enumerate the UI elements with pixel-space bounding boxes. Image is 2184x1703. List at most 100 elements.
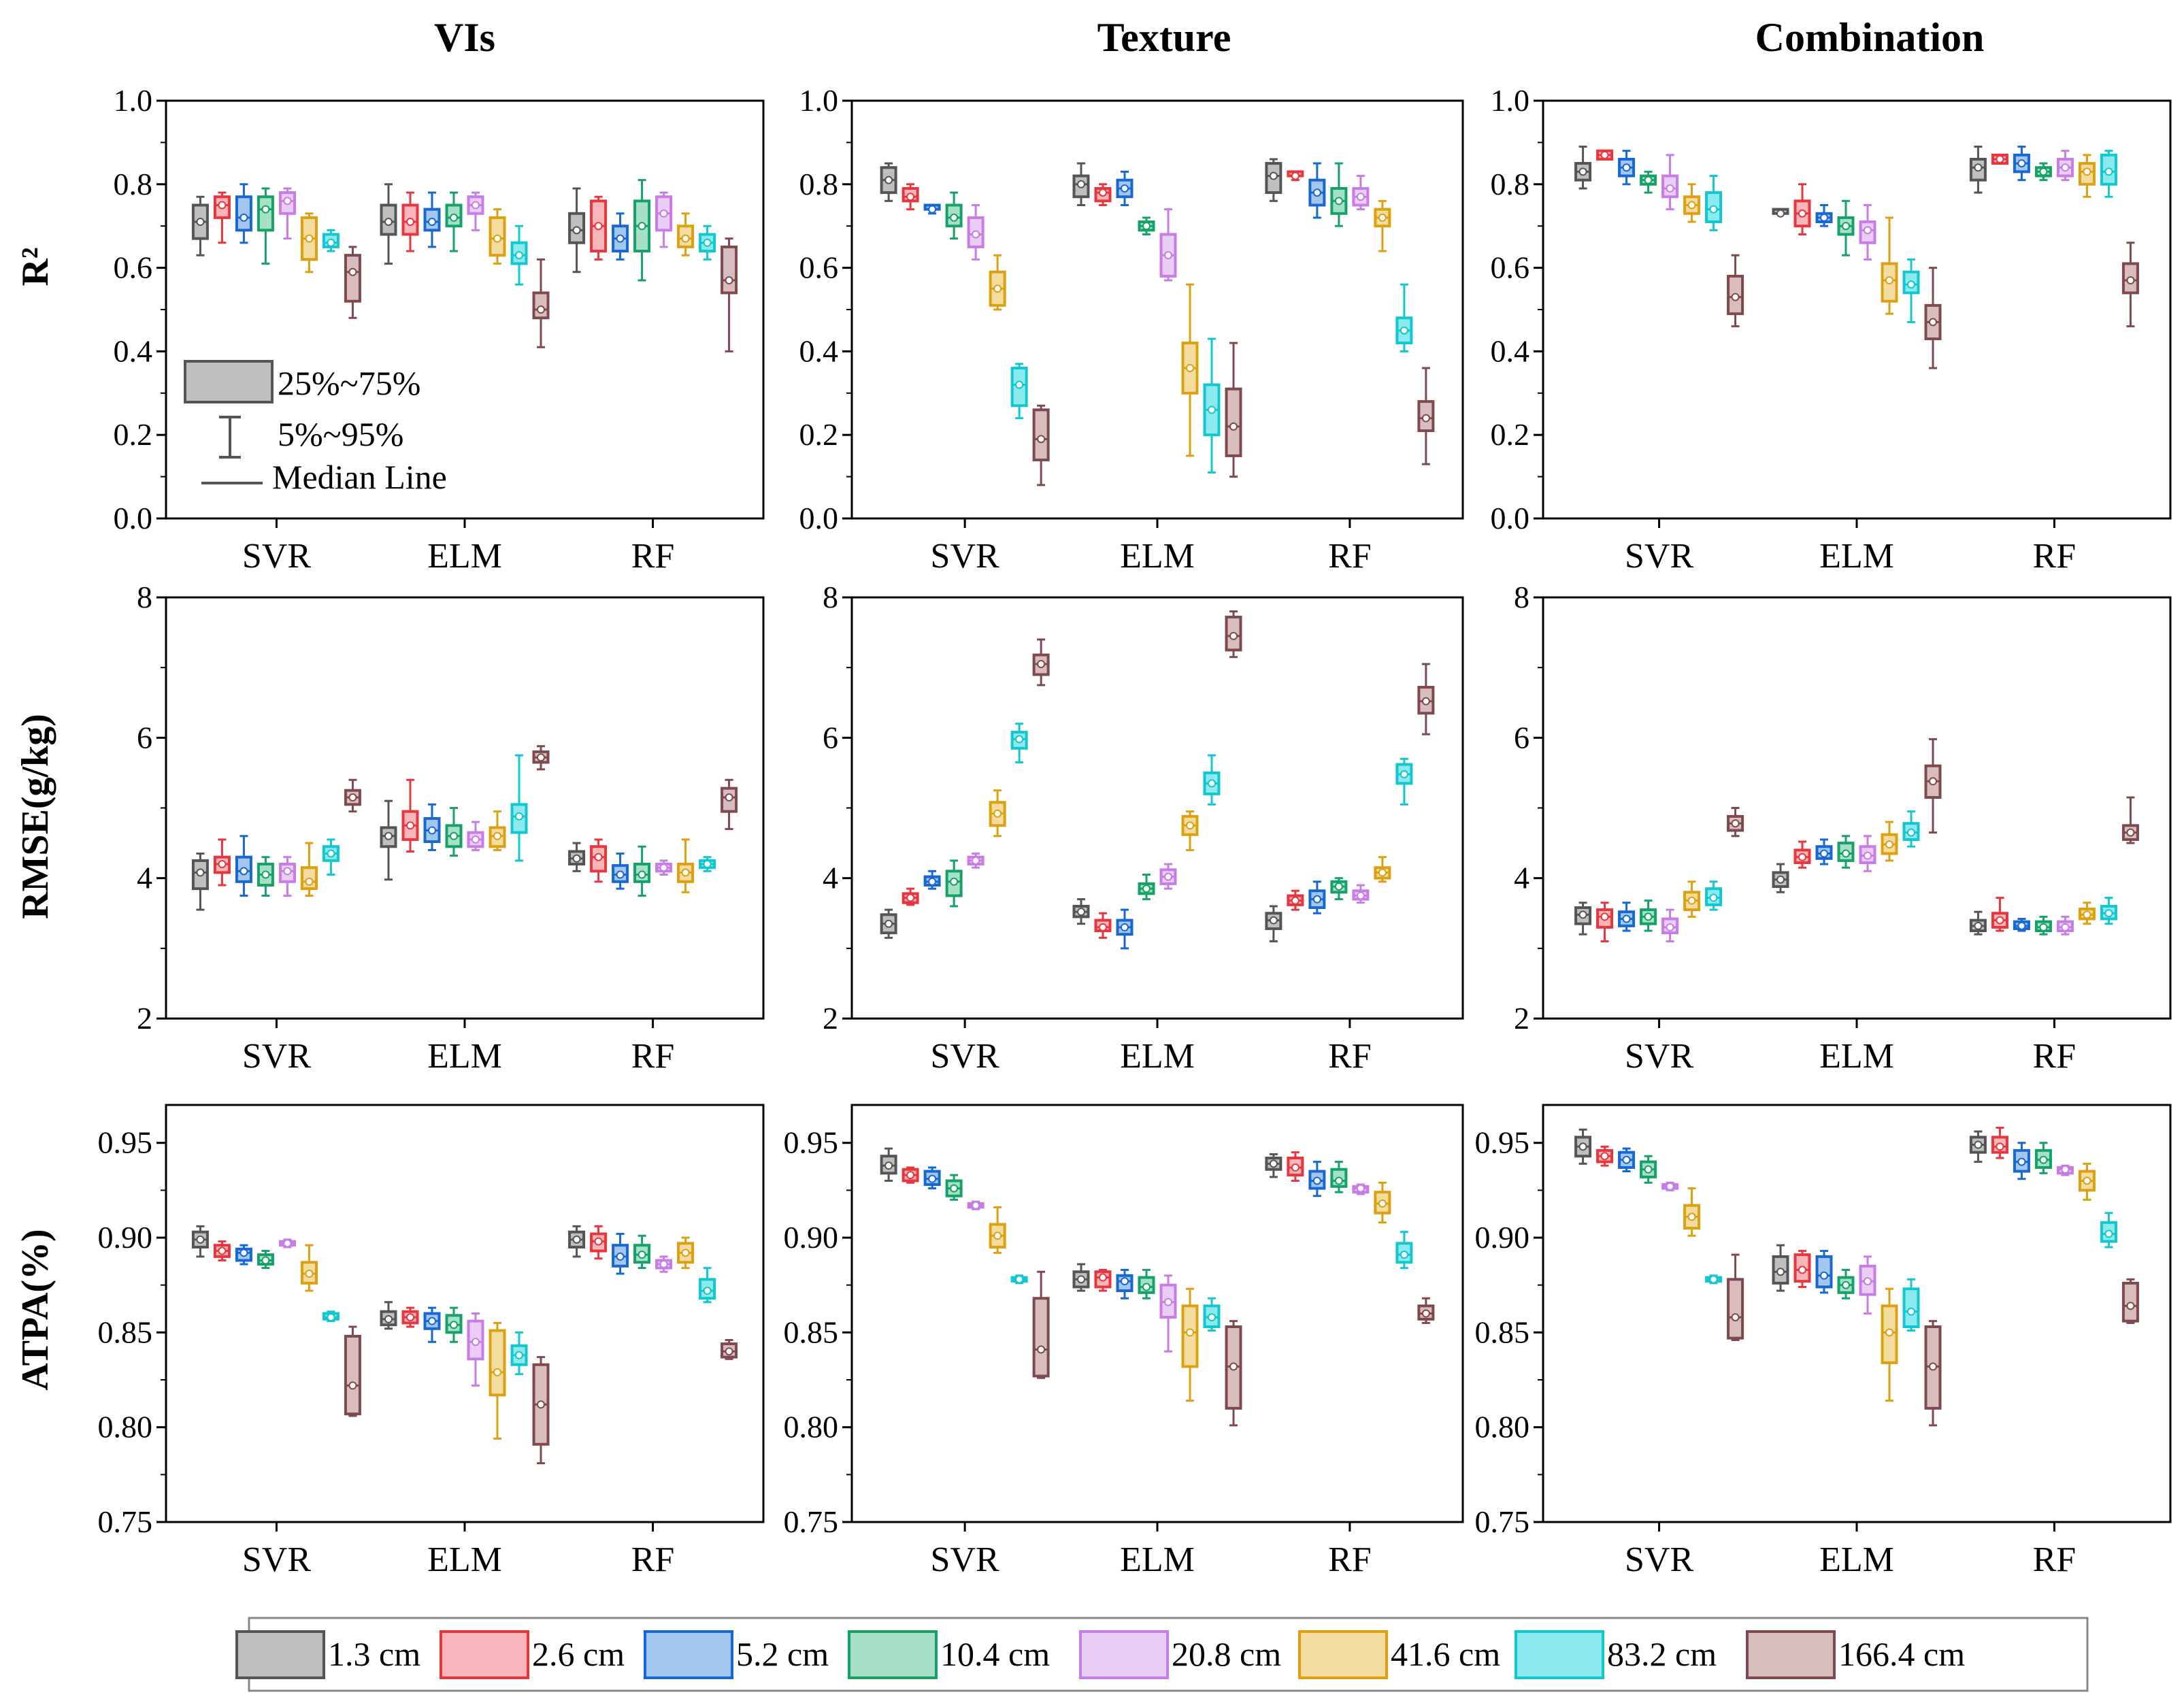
box-key-whisker-label: 5%~95%: [278, 415, 403, 453]
box-rf-20p8cm: [2056, 1164, 2074, 1176]
box-elm-10p4cm: [1837, 1268, 1855, 1300]
mean-marker: [1400, 326, 1408, 335]
box-rf-5p2cm: [1308, 880, 1326, 914]
y-tick-label: 6: [1514, 720, 1529, 755]
mean-marker: [2083, 910, 2091, 919]
mean-marker: [594, 222, 603, 231]
y-tick-label: 2: [137, 1001, 152, 1036]
box-rf-2p6cm: [590, 1225, 608, 1260]
panel-1-1: 2 4 6 8 SVR ELM RF: [823, 580, 1464, 1076]
mean-marker: [2126, 276, 2135, 285]
mean-marker: [1099, 1273, 1107, 1282]
mean-marker: [1269, 1159, 1278, 1168]
mean-marker: [1864, 1277, 1872, 1286]
box-rf-2p6cm: [1991, 897, 2008, 932]
mean-marker: [725, 276, 733, 285]
box-rf-166p4cm: [2121, 242, 2139, 328]
box-elm-1p3cm: [380, 183, 397, 265]
box-elm-83p2cm: [510, 754, 528, 862]
legend-label: 83.2 cm: [1607, 1635, 1717, 1673]
mean-marker: [1929, 318, 1937, 327]
mean-marker: [1015, 735, 1024, 744]
box-rf-10p4cm: [633, 1234, 651, 1270]
box-elm-2p6cm: [1793, 840, 1811, 869]
mean-marker: [515, 1351, 523, 1359]
box-elm-41p6cm: [1881, 1287, 1898, 1402]
box-iqr: [489, 1329, 506, 1397]
x-category-label: SVR: [1625, 537, 1693, 576]
mean-marker: [1312, 1176, 1321, 1185]
mean-marker: [1644, 1165, 1653, 1174]
y-tick-label: 0.90: [784, 1220, 839, 1255]
legend-label: 1.3 cm: [328, 1635, 420, 1673]
box-svr-166p4cm: [344, 778, 361, 813]
legend-label: 10.4 cm: [940, 1635, 1050, 1673]
panel-frame: [1542, 596, 2172, 1020]
mean-marker: [681, 234, 690, 243]
mean-marker: [1820, 213, 1828, 222]
y-tick-label: 0.90: [98, 1220, 153, 1255]
mean-marker: [305, 234, 314, 243]
box-rf-2p6cm: [1287, 170, 1304, 182]
box-elm-166p4cm: [1924, 738, 1942, 834]
box-elm-166p4cm: [1924, 1320, 1942, 1427]
box-elm-83p2cm: [1203, 337, 1221, 474]
panel-frame: [1542, 99, 2172, 520]
x-category-label: RF: [2033, 1037, 2077, 1076]
box-elm-20p8cm: [467, 1312, 484, 1387]
box-rf-1p3cm: [1969, 910, 1987, 936]
box-svr-41p6cm: [989, 254, 1006, 311]
y-tick-label: 4: [1514, 861, 1529, 895]
mean-marker: [1121, 1277, 1129, 1286]
box-svr-5p2cm: [923, 203, 941, 215]
panel-frame: [850, 99, 1464, 520]
box-elm-83p2cm: [1203, 754, 1221, 806]
box-svr-1p3cm: [880, 908, 897, 939]
mean-marker: [1996, 916, 2004, 925]
mean-marker: [515, 812, 523, 821]
y-tick-label: 0.2: [114, 417, 153, 452]
box-rf-10p4cm: [2034, 1142, 2052, 1174]
box-rf-20p8cm: [2056, 915, 2074, 936]
mean-marker: [1578, 167, 1587, 176]
box-svr-83p2cm: [1010, 363, 1028, 420]
box-svr-5p2cm: [235, 835, 252, 897]
mean-marker: [471, 835, 480, 844]
mean-marker: [1269, 171, 1278, 180]
box-svr-83p2cm: [322, 838, 340, 876]
x-category-label: SVR: [1625, 1037, 1693, 1076]
mean-marker: [1644, 912, 1653, 921]
mean-marker: [1687, 896, 1696, 905]
box-svr-83p2cm: [1705, 1274, 1723, 1285]
mean-marker: [1121, 923, 1129, 931]
mean-marker: [1798, 1266, 1806, 1274]
box-elm-41p6cm: [1881, 216, 1898, 315]
mean-marker: [327, 1313, 335, 1322]
x-category-label: RF: [1328, 1540, 1372, 1579]
box-elm-2p6cm: [1094, 1268, 1112, 1292]
y-tick-label: 0.85: [784, 1315, 839, 1349]
box-svr-1p3cm: [191, 195, 209, 257]
y-tick-label: 0.75: [784, 1504, 839, 1539]
box-rf-20p8cm: [655, 1255, 673, 1273]
box-svr-83p2cm: [1010, 723, 1028, 763]
y-tick-label: 0.4: [114, 333, 153, 368]
mean-marker: [616, 870, 625, 879]
mean-marker: [1885, 1328, 1893, 1337]
x-category-label: RF: [2033, 1540, 2077, 1579]
box-rf-83p2cm: [1395, 757, 1413, 806]
mean-marker: [1037, 435, 1046, 444]
x-category-label: SVR: [242, 1037, 311, 1076]
y-tick-label: 0.95: [784, 1125, 839, 1160]
panel-frame: [165, 1104, 765, 1523]
mean-marker: [348, 267, 357, 276]
x-category-label: ELM: [1120, 1037, 1195, 1076]
box-rf-41p6cm: [677, 1236, 695, 1270]
mean-marker: [1291, 1163, 1300, 1172]
box-svr-20p8cm: [1661, 908, 1679, 943]
x-category-label: RF: [1328, 1037, 1372, 1076]
box-svr-41p6cm: [300, 842, 318, 897]
box-svr-166p4cm: [344, 1325, 361, 1417]
mean-marker: [1842, 849, 1850, 858]
mean-marker: [1378, 213, 1387, 222]
